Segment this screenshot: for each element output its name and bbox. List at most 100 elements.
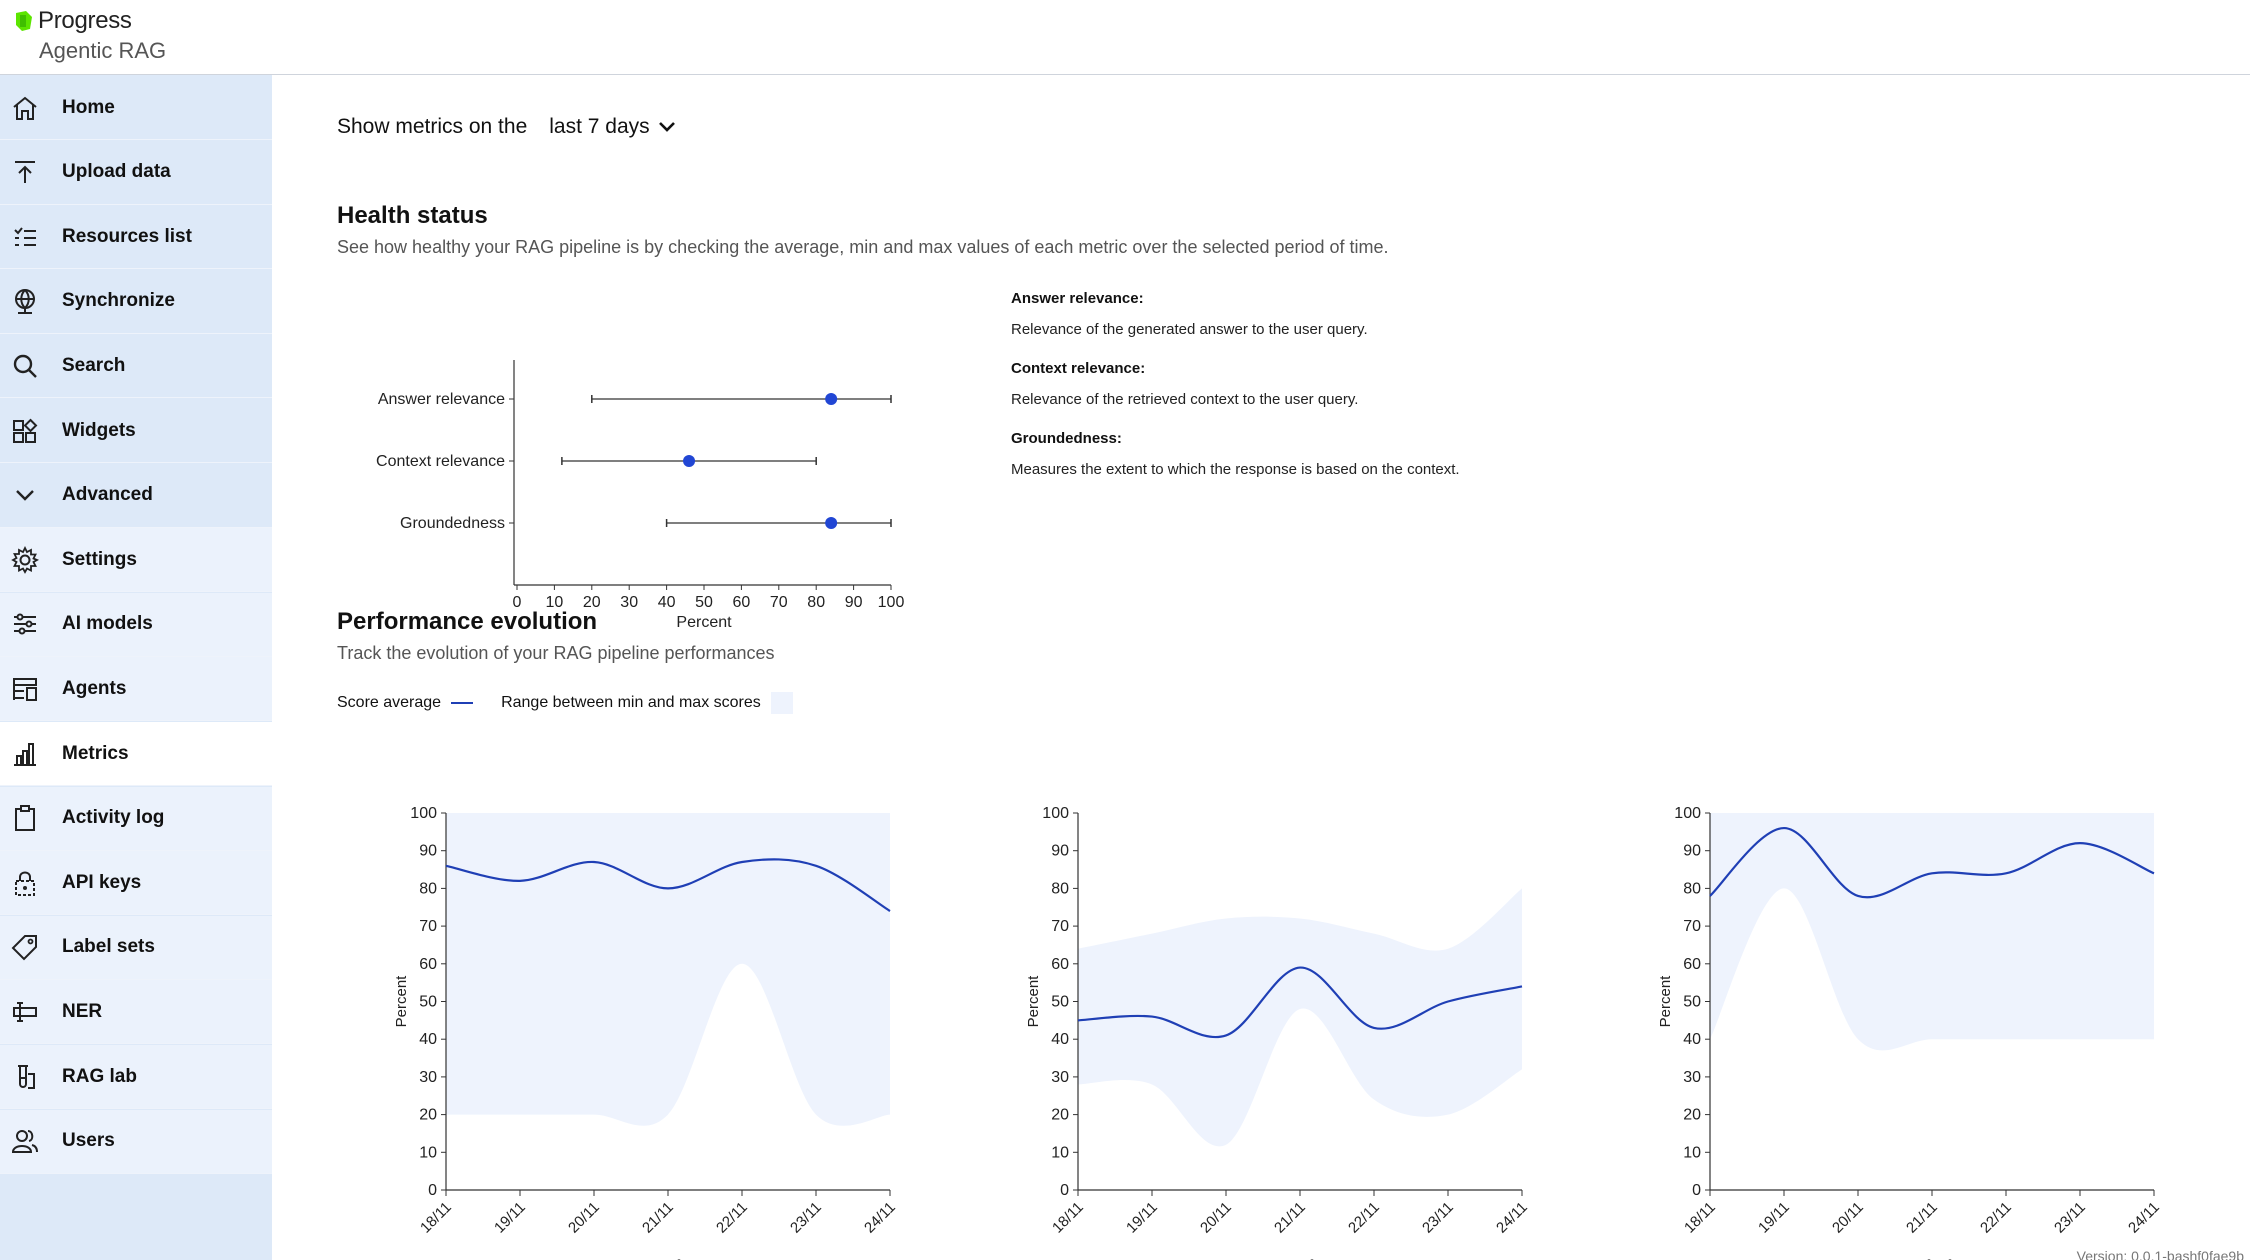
y-tick-label: 10 xyxy=(419,1144,437,1161)
y-tick-label: 70 xyxy=(419,918,437,935)
sidebar-item-users[interactable]: Users xyxy=(0,1109,272,1174)
performance-subtitle: Track the evolution of your RAG pipeline… xyxy=(337,643,775,663)
bar-chart-icon xyxy=(14,742,36,766)
sidebar-item-label: Widgets xyxy=(62,419,136,441)
y-tick-label: 20 xyxy=(1683,1107,1701,1124)
sidebar-item-label: API keys xyxy=(62,871,142,893)
definition-title: Context relevance: xyxy=(1011,360,1146,377)
answer-relevance-chart: 0 10 20 30 40 50 60 70 80 90 100 Percent 18/11 19/11 2… xyxy=(393,805,899,1260)
sidebar-item-label: Home xyxy=(62,96,115,118)
x-tick-label: 21/11 xyxy=(639,1199,677,1237)
brand-name: Progress xyxy=(38,7,132,34)
period-label: Show metrics on the xyxy=(337,115,528,138)
sidebar-item-settings[interactable]: Settings xyxy=(0,528,272,593)
sidebar-item-home[interactable]: Home xyxy=(0,76,272,140)
list-icon xyxy=(14,227,36,246)
sidebar-item-rag-lab[interactable]: RAG lab xyxy=(0,1045,272,1109)
sidebar-item-label-sets[interactable]: Label sets xyxy=(0,915,272,980)
flask-icon xyxy=(18,1064,35,1089)
chart-title: Groundedness xyxy=(1866,1257,1993,1260)
sidebar-item-label: Search xyxy=(62,354,126,376)
min-max-band xyxy=(1078,888,1522,1147)
ner-icon xyxy=(13,1001,37,1022)
sidebar-item-ner[interactable]: NER xyxy=(0,980,272,1045)
health-status-title: Health status xyxy=(337,202,488,229)
y-tick-label: 70 xyxy=(1051,918,1069,935)
y-tick-label: 70 xyxy=(1683,918,1701,935)
clipboard-icon xyxy=(15,805,35,832)
x-tick-label: 20/11 xyxy=(565,1199,603,1237)
x-tick-label: 18/11 xyxy=(1049,1199,1087,1237)
sidebar-item-resources-list[interactable]: Resources list xyxy=(0,205,272,270)
x-tick-label: 90 xyxy=(845,594,863,611)
y-tick-label: 40 xyxy=(419,1031,437,1048)
x-tick-label: 100 xyxy=(878,594,905,611)
x-tick-label: 18/11 xyxy=(417,1199,455,1237)
widgets-icon xyxy=(13,418,38,443)
score-average-line xyxy=(445,858,891,912)
x-tick-label: 23/11 xyxy=(787,1199,825,1237)
y-tick-label: 30 xyxy=(1683,1069,1701,1086)
x-tick-label: 21/11 xyxy=(1271,1199,1309,1237)
x-tick-label: 20/11 xyxy=(1829,1199,1867,1237)
sidebar-item-label: Metrics xyxy=(62,742,129,764)
min-max-band xyxy=(1710,813,2154,1051)
y-tick-label: 0 xyxy=(1060,1182,1069,1199)
version-text: Version: 0.0.1-bashf0fae9b xyxy=(2076,1248,2244,1260)
lock-icon xyxy=(15,871,35,896)
x-tick-label: 18/11 xyxy=(1681,1199,1719,1237)
sidebar-item-synchronize[interactable]: Synchronize xyxy=(0,270,272,334)
chevron-down-icon xyxy=(16,490,34,501)
category-label: Groundedness xyxy=(400,515,505,532)
definition-answer-relevance: Answer relevance: Relevance of the gener… xyxy=(1011,290,1611,338)
definition-title: Groundedness: xyxy=(1011,430,1122,447)
x-tick-label: 30 xyxy=(620,594,638,611)
y-tick-label: 80 xyxy=(419,880,437,897)
sidebar-item-metrics[interactable]: Metrics xyxy=(0,722,272,786)
x-tick-label: 70 xyxy=(770,594,788,611)
health-status-subtitle: See how healthy your RAG pipeline is by … xyxy=(337,237,1389,257)
y-tick-label: 40 xyxy=(1683,1031,1701,1048)
definition-context-relevance: Context relevance: Relevance of the retr… xyxy=(1011,360,1611,408)
performance-legend: Score average Range between min and max … xyxy=(337,692,793,714)
x-tick-label: 22/11 xyxy=(1977,1199,2015,1237)
sidebar-item-label: Synchronize xyxy=(62,290,175,312)
x-tick-label: 0 xyxy=(513,594,522,611)
main-content: Show metrics on the last 7 days Health s… xyxy=(272,75,2250,1260)
y-tick-label: 60 xyxy=(419,956,437,973)
sidebar-item-agents[interactable]: Agents xyxy=(0,657,272,722)
y-tick-label: 10 xyxy=(1051,1144,1069,1161)
progress-logo-icon xyxy=(16,11,32,31)
x-tick-label: 22/11 xyxy=(713,1199,751,1237)
y-axis-label: Percent xyxy=(1025,975,1042,1028)
y-tick-label: 40 xyxy=(1051,1031,1069,1048)
sidebar-item-search[interactable]: Search xyxy=(0,334,272,399)
performance-title: Performance evolution xyxy=(337,608,598,635)
sidebar-item-label: Upload data xyxy=(62,161,171,183)
top-bar: Progress Agentic RAG xyxy=(0,0,2250,75)
sidebar: Home Upload data Resources list Synchronize… xyxy=(0,75,272,1260)
sidebar-item-ai-models[interactable]: AI models xyxy=(0,592,272,657)
x-tick-label: 60 xyxy=(733,594,751,611)
definition-text: Relevance of the generated answer to the… xyxy=(1011,321,1368,338)
sidebar-item-label: Agents xyxy=(62,677,127,699)
sidebar-item-advanced[interactable]: Advanced xyxy=(0,464,272,528)
sidebar-item-upload-data[interactable]: Upload data xyxy=(0,141,272,205)
y-tick-label: 90 xyxy=(1051,843,1069,860)
legend-average-swatch xyxy=(451,702,474,704)
tag-icon xyxy=(11,935,37,961)
period-dropdown[interactable]: last 7 days xyxy=(549,115,675,139)
definition-groundedness: Groundedness: Measures the extent to whi… xyxy=(1011,430,1611,478)
product-name: Agentic RAG xyxy=(39,38,167,63)
sidebar-item-api-keys[interactable]: API keys xyxy=(0,851,272,916)
definition-text: Relevance of the retrieved context to th… xyxy=(1011,391,1359,408)
search-icon xyxy=(13,354,37,378)
average-point xyxy=(683,455,696,467)
brand-logo[interactable]: Progress Agentic RAG xyxy=(12,7,166,64)
y-tick-label: 100 xyxy=(1674,805,1701,822)
sidebar-item-activity-log[interactable]: Activity log xyxy=(0,786,272,851)
sidebar-item-widgets[interactable]: Widgets xyxy=(0,399,272,463)
groundedness-chart: 0 10 20 30 40 50 60 70 80 90 100 Percent 18/11 19/11 2… xyxy=(1657,805,2163,1260)
sidebar-item-label: RAG lab xyxy=(62,1065,137,1087)
x-tick-label: 23/11 xyxy=(2051,1199,2089,1237)
